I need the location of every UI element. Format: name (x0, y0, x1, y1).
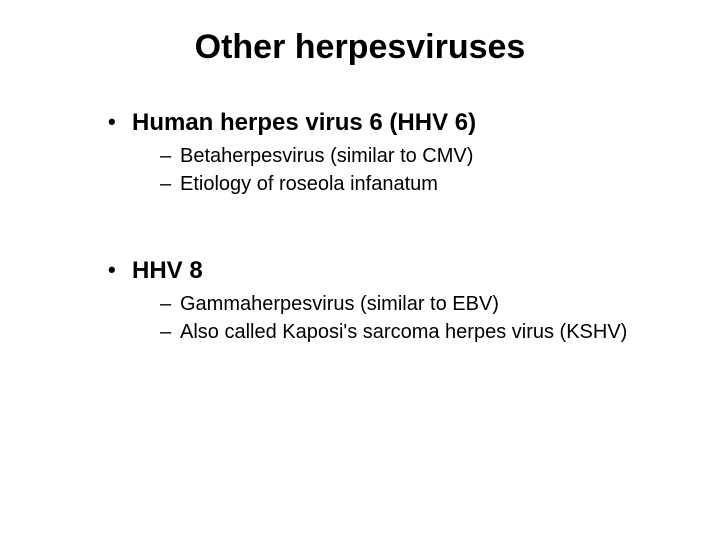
list-item: Gammaherpesvirus (similar to EBV) (160, 291, 660, 317)
list-item: Also called Kaposi's sarcoma herpes viru… (160, 319, 660, 345)
list-item: HHV 8 Gammaherpesvirus (similar to EBV) … (108, 257, 660, 345)
bullet-list-level2: Gammaherpesvirus (similar to EBV) Also c… (132, 291, 660, 345)
bullet-list-level1: Human herpes virus 6 (HHV 6) Betaherpesv… (60, 109, 660, 345)
list-item: Etiology of roseola infanatum (160, 171, 660, 197)
list-item: Human herpes virus 6 (HHV 6) Betaherpesv… (108, 109, 660, 197)
section-heading: Human herpes virus 6 (HHV 6) (132, 109, 476, 136)
bullet-list-level2: Betaherpesvirus (similar to CMV) Etiolog… (132, 143, 660, 197)
section-heading: HHV 8 (132, 257, 203, 284)
slide-title: Other herpesviruses (60, 28, 660, 67)
list-item: Betaherpesvirus (similar to CMV) (160, 143, 660, 169)
